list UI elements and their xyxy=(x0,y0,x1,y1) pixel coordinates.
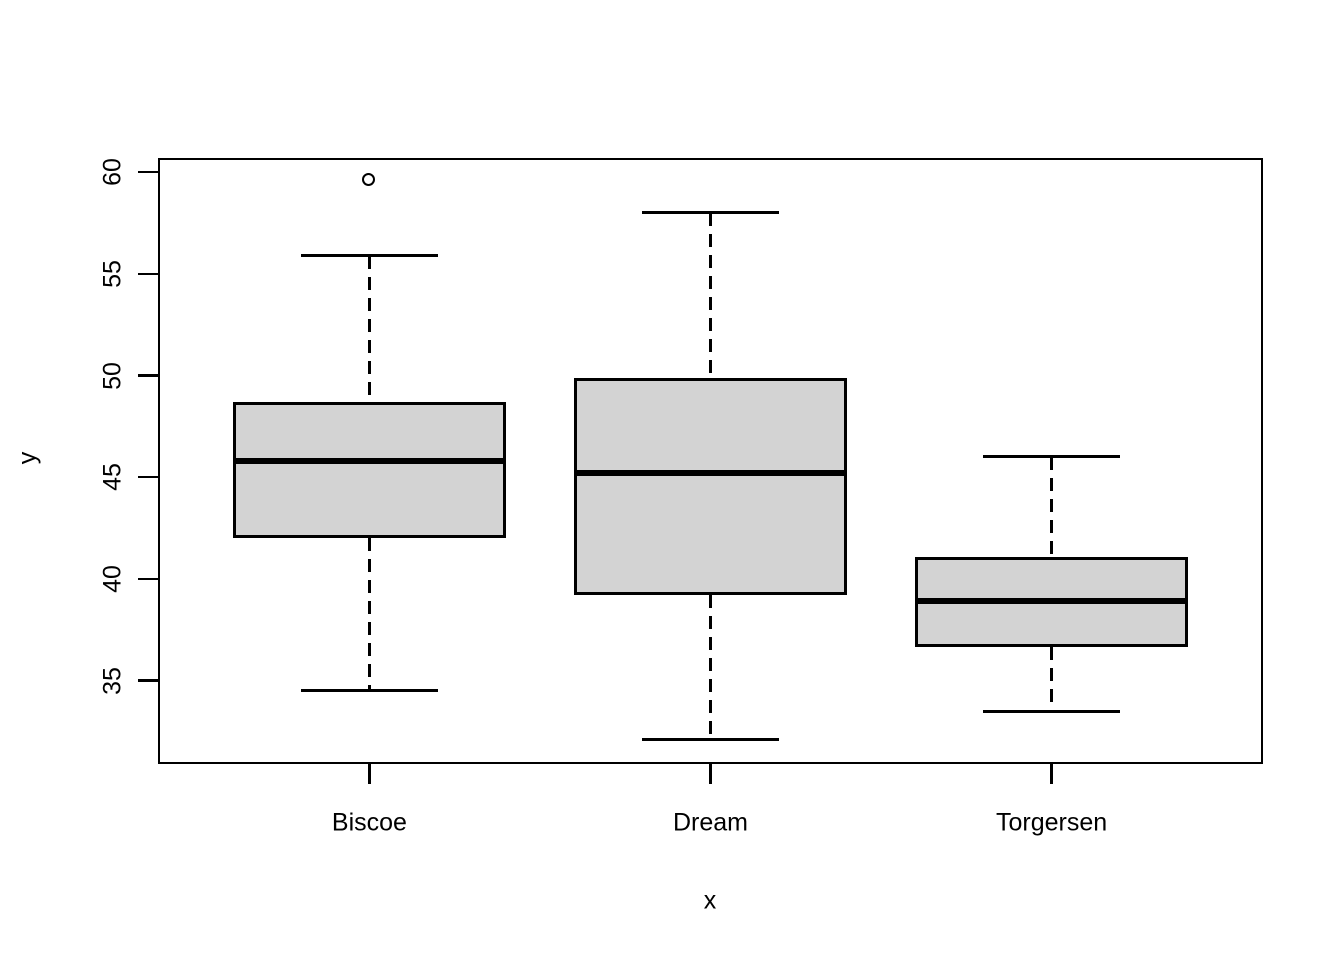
x-category-label-biscoe: Biscoe xyxy=(331,808,407,837)
whisker-cap-lower-biscoe xyxy=(301,689,438,693)
y-tick-label: 45 xyxy=(98,463,127,492)
whisker-lower-biscoe xyxy=(367,538,371,691)
y-tick-label: 35 xyxy=(98,666,127,695)
y-tick-label: 55 xyxy=(98,260,127,288)
median-line-torgersen xyxy=(915,598,1188,605)
whisker-cap-upper-dream xyxy=(642,211,779,215)
plot-frame xyxy=(158,158,1263,764)
whisker-cap-lower-dream xyxy=(642,738,779,742)
y-tick-label: 40 xyxy=(98,565,127,593)
whisker-cap-lower-torgersen xyxy=(983,709,1120,713)
median-line-dream xyxy=(574,470,847,477)
x-category-label-torgersen: Torgersen xyxy=(995,808,1108,837)
x-category-label-dream: Dream xyxy=(672,808,749,837)
x-axis-tick-torgersen xyxy=(1050,764,1053,784)
box-dream xyxy=(574,377,847,596)
y-axis-tick xyxy=(138,171,158,174)
median-line-biscoe xyxy=(233,458,506,464)
y-tick-label: 60 xyxy=(98,158,127,187)
whisker-upper-biscoe xyxy=(367,255,371,403)
whisker-cap-upper-torgersen xyxy=(983,455,1120,459)
y-tick-label: 50 xyxy=(98,361,127,390)
y-axis-tick xyxy=(138,272,158,276)
outlier-point-biscoe xyxy=(362,173,376,187)
y-axis-tick xyxy=(138,374,158,377)
whisker-upper-torgersen xyxy=(1050,456,1054,557)
x-axis-title: x xyxy=(703,886,717,915)
y-axis-tick xyxy=(138,476,158,479)
whisker-upper-dream xyxy=(709,212,712,378)
y-axis-tick xyxy=(138,577,158,581)
whisker-lower-dream xyxy=(709,595,712,740)
y-axis-title: y xyxy=(13,451,42,465)
box-biscoe xyxy=(233,402,506,539)
y-axis-tick xyxy=(138,679,158,682)
x-axis-tick-biscoe xyxy=(368,764,371,784)
x-axis-tick-dream xyxy=(709,764,712,784)
whisker-lower-torgersen xyxy=(1050,647,1054,712)
whisker-cap-upper-biscoe xyxy=(301,254,438,258)
